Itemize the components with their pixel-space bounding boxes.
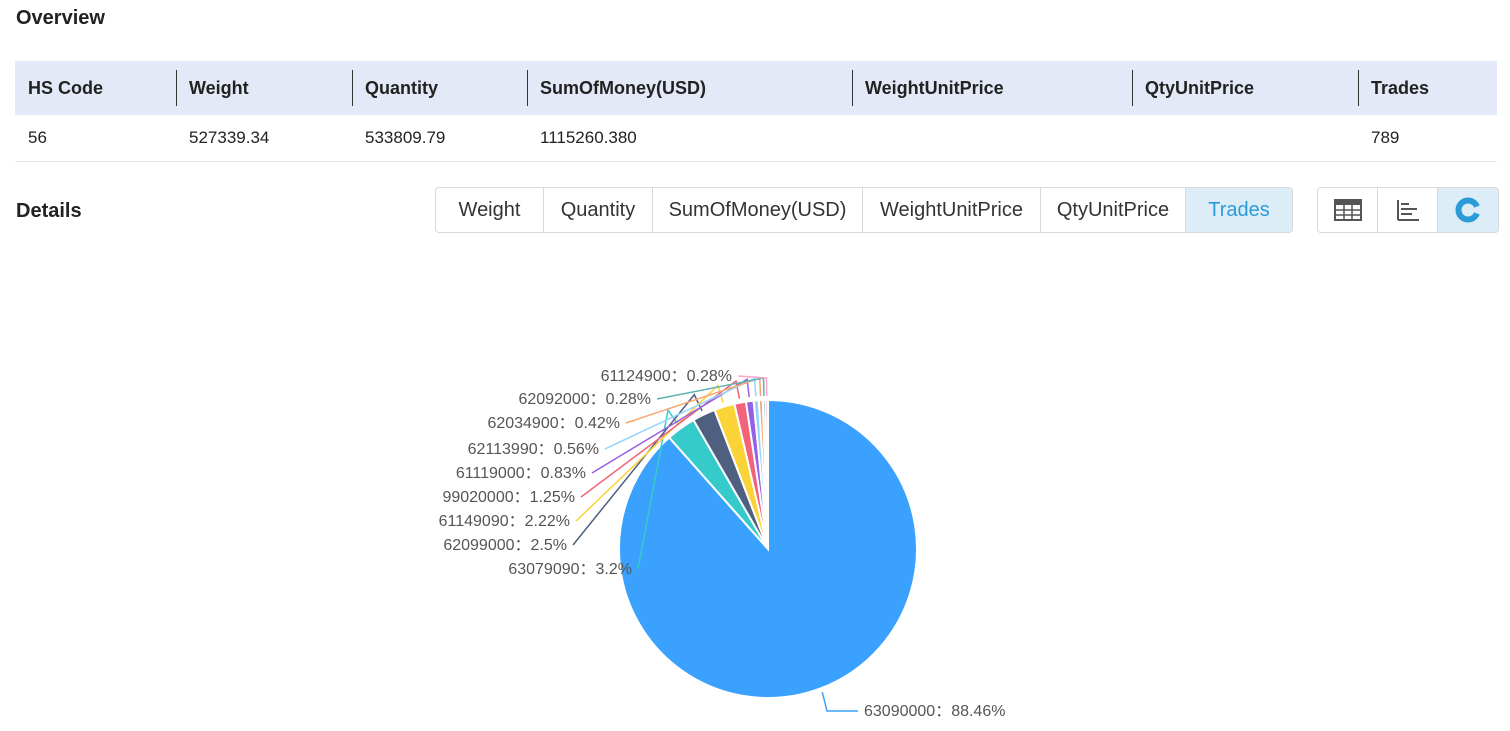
bar-view-button[interactable] <box>1378 188 1438 232</box>
table-view-button[interactable] <box>1318 188 1378 232</box>
pie-label-line-62113990 <box>604 377 757 450</box>
pie-chart-icon <box>1455 197 1481 223</box>
pie-label-62092000: 62092000：0.28% <box>518 391 651 408</box>
table-icon <box>1333 199 1362 221</box>
header-weight-unit-price: WeightUnitPrice <box>852 61 1132 115</box>
pie-label-62034900: 62034900：0.42% <box>487 415 620 432</box>
metric-tabs: Weight Quantity SumOfMoney(USD) WeightUn… <box>435 187 1293 233</box>
pie-label-61124900: 61124900：0.28% <box>601 368 732 385</box>
cell-qty-unit-price <box>1132 115 1358 161</box>
cell-sum-of-money: 1115260.380 <box>540 128 637 147</box>
tab-quantity[interactable]: Quantity <box>544 188 653 232</box>
header-qty-unit-price: QtyUnitPrice <box>1132 61 1358 115</box>
pie-chart: 63090000：88.46% 63079090：3.2% 62099000：2.5… <box>439 368 1006 720</box>
bar-chart-icon <box>1396 200 1419 221</box>
pie-label-61119000: 61119000：0.83% <box>456 465 586 482</box>
table-row: 56 527339.34 533809.79 1115260.380 789 <box>15 115 1497 162</box>
header-weight: Weight <box>176 61 352 115</box>
pie-label-62113990: 62113990：0.56% <box>468 441 599 458</box>
overview-title: Overview <box>16 7 105 29</box>
header-sum-of-money: SumOfMoney(USD) <box>527 61 852 115</box>
pie-label-line-61119000 <box>591 378 750 474</box>
tab-qty-unit-price[interactable]: QtyUnitPrice <box>1041 188 1186 232</box>
pie-slice-61124900[interactable] <box>764 398 769 550</box>
pie-label-61149090: 61149090：2.22% <box>439 513 570 530</box>
pie-label-line-63079090 <box>637 408 680 570</box>
cell-weight-unit-price <box>852 115 1132 161</box>
pie-label-line-99020000 <box>580 379 741 498</box>
cell-trades: 789 <box>1371 128 1400 147</box>
pie-label-line-61149090 <box>575 384 724 522</box>
header-quantity: Quantity <box>352 61 527 115</box>
pie-label-63090000: 63090000：88.46% <box>864 703 1005 720</box>
header-trades: Trades <box>1358 61 1497 115</box>
header-hs-code: HS Code <box>28 77 104 98</box>
details-title: Details <box>16 200 82 222</box>
view-toggles <box>1317 187 1499 233</box>
pie-label-63079090: 63079090：3.2% <box>508 561 632 578</box>
pie-label-line-61124900 <box>737 375 768 397</box>
pie-label-99020000: 99020000：1.25% <box>442 489 575 506</box>
tab-weight-unit-price[interactable]: WeightUnitPrice <box>863 188 1041 232</box>
pie-label-line-62099000 <box>572 393 703 546</box>
tab-weight[interactable]: Weight <box>436 188 544 232</box>
pie-label-62099000: 62099000：2.5% <box>443 537 567 554</box>
overview-table: HS Code Weight Quantity SumOfMoney(USD) … <box>15 61 1497 162</box>
overview-table-header: HS Code Weight Quantity SumOfMoney(USD) … <box>15 61 1497 115</box>
pie-view-button[interactable] <box>1438 188 1498 232</box>
cell-weight: 527339.34 <box>189 128 270 147</box>
tab-sum-of-money[interactable]: SumOfMoney(USD) <box>653 188 863 232</box>
cell-quantity: 533809.79 <box>365 128 446 147</box>
pie-label-line-63090000 <box>821 691 858 712</box>
cell-hs-code: 56 <box>28 128 47 147</box>
tab-trades[interactable]: Trades <box>1186 188 1292 232</box>
